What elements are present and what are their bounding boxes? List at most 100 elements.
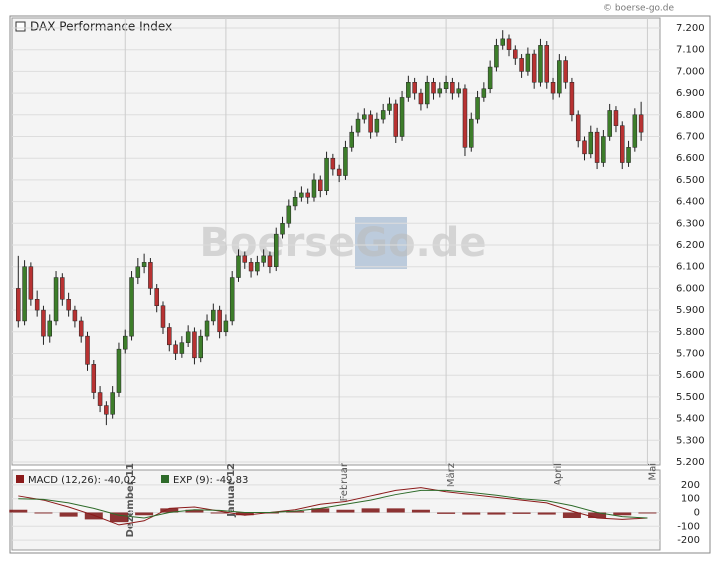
candle-body <box>569 82 575 116</box>
legend-swatch <box>161 475 169 483</box>
x-tick-label: Dezember 11 <box>125 463 136 537</box>
candle-body <box>173 344 178 354</box>
candle-body <box>211 309 216 322</box>
x-tick-label: April <box>553 463 564 486</box>
candle-body <box>601 136 606 163</box>
macd-histogram <box>386 508 405 513</box>
macd-histogram <box>588 512 607 519</box>
candle-body <box>462 88 468 148</box>
candle-body <box>318 179 323 191</box>
candle-body <box>248 262 254 272</box>
candle-body <box>192 331 197 359</box>
candle-body <box>60 277 65 300</box>
candle-body <box>450 82 455 94</box>
candle-body <box>563 60 568 83</box>
legend-swatch <box>16 475 24 483</box>
y-tick-label: 5.700 <box>676 349 705 360</box>
candle-body <box>160 305 166 328</box>
x-tick-label: Februar <box>339 462 350 501</box>
macd-histogram <box>59 512 78 517</box>
candle-body <box>632 114 638 148</box>
candle-body <box>582 140 587 155</box>
candle-body <box>198 335 203 359</box>
legend-label: EXP (9): -49,83 <box>173 475 248 486</box>
y-tick-label: 5.900 <box>676 305 705 316</box>
candle-body <box>299 192 304 198</box>
candle-body <box>85 335 90 365</box>
candle-body <box>613 110 619 126</box>
candle-body <box>500 38 505 46</box>
candle-body <box>47 320 52 337</box>
macd-histogram <box>638 512 657 514</box>
candle-body <box>406 82 411 98</box>
candle-body <box>223 320 229 333</box>
candle-body <box>443 82 449 90</box>
candle-body <box>34 299 40 311</box>
candle-body <box>242 255 248 263</box>
watermark-box <box>355 217 407 269</box>
candle-body <box>437 88 443 94</box>
candle-body <box>355 118 361 133</box>
x-tick-label: Mai <box>647 463 658 481</box>
candle-body <box>229 277 235 322</box>
candle-body <box>626 147 631 163</box>
y-tick-label: 5.400 <box>676 414 705 425</box>
y-tick-label: 6.600 <box>676 153 705 164</box>
candle-body <box>129 277 134 337</box>
candle-body <box>531 53 537 83</box>
candle-body <box>255 262 260 272</box>
candle-body <box>380 110 386 120</box>
candle-body <box>72 309 78 322</box>
macd-histogram <box>34 512 53 514</box>
macd-histogram <box>311 508 330 513</box>
y-tick-label: -100 <box>677 521 700 532</box>
y-tick-label: 5.200 <box>676 457 705 468</box>
macd-histogram <box>361 508 380 513</box>
macd-histogram <box>336 509 355 513</box>
candle-body <box>620 125 625 163</box>
candle-body <box>424 82 430 105</box>
macd-histogram <box>487 512 506 515</box>
candle-body <box>280 223 285 235</box>
candle-body <box>330 157 336 170</box>
candle-body <box>41 309 46 337</box>
y-tick-label: 200 <box>681 480 700 491</box>
x-tick-label: Januar 12 <box>226 463 237 518</box>
candle-body <box>374 118 380 133</box>
candle-body <box>469 118 474 148</box>
candle-body <box>53 277 59 322</box>
macd-histogram <box>160 508 179 513</box>
candle-body <box>204 320 210 337</box>
candle-body <box>141 262 147 267</box>
y-tick-label: 6.300 <box>676 218 705 229</box>
candle-body <box>362 114 367 120</box>
candle-body <box>538 45 543 83</box>
candle-body <box>236 255 241 278</box>
copyright: © boerse-go.de <box>603 4 674 14</box>
macd-histogram <box>411 509 430 513</box>
candle-body <box>97 392 103 406</box>
macd-histogram <box>235 512 254 516</box>
candle-body <box>456 88 461 94</box>
candle-body <box>519 58 524 72</box>
macd-line <box>18 489 648 519</box>
candle-body <box>217 309 222 333</box>
candle-body <box>494 45 499 68</box>
candle-body <box>525 53 531 72</box>
y-tick-label: 5.600 <box>676 370 705 381</box>
macd-histogram <box>462 512 481 515</box>
candle-body <box>607 110 612 137</box>
candle-body <box>544 45 550 83</box>
candle-body <box>110 392 115 415</box>
y-tick-label: 7.200 <box>676 23 705 34</box>
candle-body <box>261 255 266 263</box>
macd-histogram <box>109 512 128 523</box>
candle-body <box>487 66 493 90</box>
candle-body <box>292 197 298 207</box>
macd-histogram <box>512 512 531 514</box>
watermark: BoerseGo.de <box>199 220 486 266</box>
y-tick-label: 6.100 <box>676 262 705 273</box>
macd-panel <box>11 469 661 551</box>
chart-title: DAX Performance Index <box>30 20 172 34</box>
